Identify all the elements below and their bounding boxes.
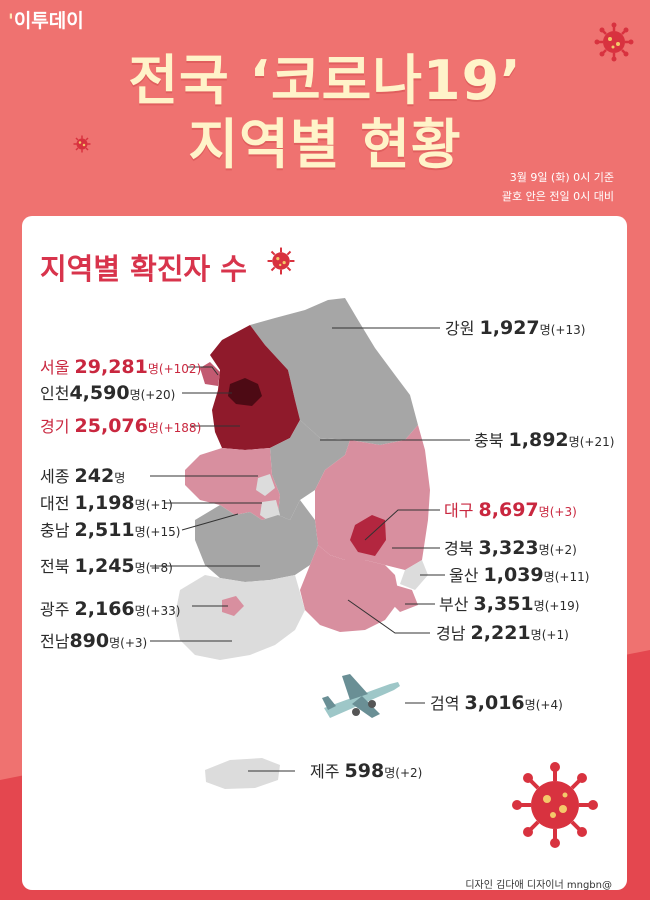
region-incheon bbox=[200, 362, 220, 386]
region-sejong bbox=[256, 474, 275, 496]
region-jeonbuk bbox=[195, 500, 318, 582]
brand-logo: '이투데이 bbox=[8, 10, 84, 32]
region-jeonnam bbox=[175, 575, 305, 660]
region-daegu bbox=[350, 515, 386, 556]
region-gyeongbuk bbox=[315, 425, 430, 570]
designer-credit: 디자인 김다애 디자이너 mngbn@ bbox=[465, 880, 612, 891]
region-gwangju bbox=[222, 596, 244, 616]
region-label-daejeon: 대전 1,198명(+1) bbox=[40, 492, 173, 514]
region-label-chungnam: 충남 2,511명(+15) bbox=[40, 519, 181, 541]
region-label-gwangju: 광주 2,166명(+33) bbox=[40, 598, 181, 620]
region-seoul bbox=[228, 378, 262, 406]
region-label-jeju: 제주 598명(+2) bbox=[310, 760, 423, 782]
page-title-line2: 지역별 현황 bbox=[188, 113, 462, 176]
region-label-chungbuk: 충북 1,892명(+21) bbox=[474, 429, 615, 451]
region-label-seoul: 서울 29,281명(+102) bbox=[40, 356, 202, 378]
virus-icon bbox=[267, 247, 295, 275]
region-jeju bbox=[205, 758, 280, 789]
page-title-line1: 전국 ‘코로나19’ bbox=[128, 49, 522, 112]
airplane-icon bbox=[322, 674, 400, 718]
region-label-jeonbuk: 전북 1,245명(+8) bbox=[40, 555, 173, 577]
virus-icon bbox=[73, 135, 91, 153]
virus-icon bbox=[512, 762, 598, 848]
region-label-jeonnam: 전남890명(+3) bbox=[40, 630, 148, 652]
region-gangwon bbox=[250, 298, 418, 445]
region-gyeongnam bbox=[300, 545, 400, 632]
region-chungnam bbox=[185, 448, 280, 520]
region-ulsan bbox=[400, 560, 428, 590]
section-title: 지역별 확진자 수 bbox=[40, 252, 247, 286]
comparison-note: 괄호 안은 전일 0시 대비 bbox=[501, 190, 614, 203]
region-label-gyeongnam: 경남 2,221명(+1) bbox=[436, 622, 569, 644]
region-busan bbox=[390, 585, 418, 612]
region-label-quarantine: 검역 3,016명(+4) bbox=[430, 692, 563, 714]
region-label-gangwon: 강원 1,927명(+13) bbox=[445, 317, 586, 339]
reference-date: 3월 9일 (화) 0시 기준 bbox=[509, 171, 614, 184]
virus-icon bbox=[594, 22, 634, 62]
region-label-daegu: 대구 8,697명(+3) bbox=[444, 499, 577, 521]
region-label-incheon: 인천4,590명(+20) bbox=[40, 382, 176, 404]
region-label-sejong: 세종 242명 bbox=[40, 465, 126, 487]
region-chungbuk bbox=[270, 420, 350, 520]
region-label-gyeongbuk: 경북 3,323명(+2) bbox=[444, 537, 577, 559]
region-label-ulsan: 울산 1,039명(+11) bbox=[449, 564, 590, 586]
region-label-busan: 부산 3,351명(+19) bbox=[439, 593, 580, 615]
region-label-gyeonggi: 경기 25,076명(+188) bbox=[40, 415, 202, 437]
